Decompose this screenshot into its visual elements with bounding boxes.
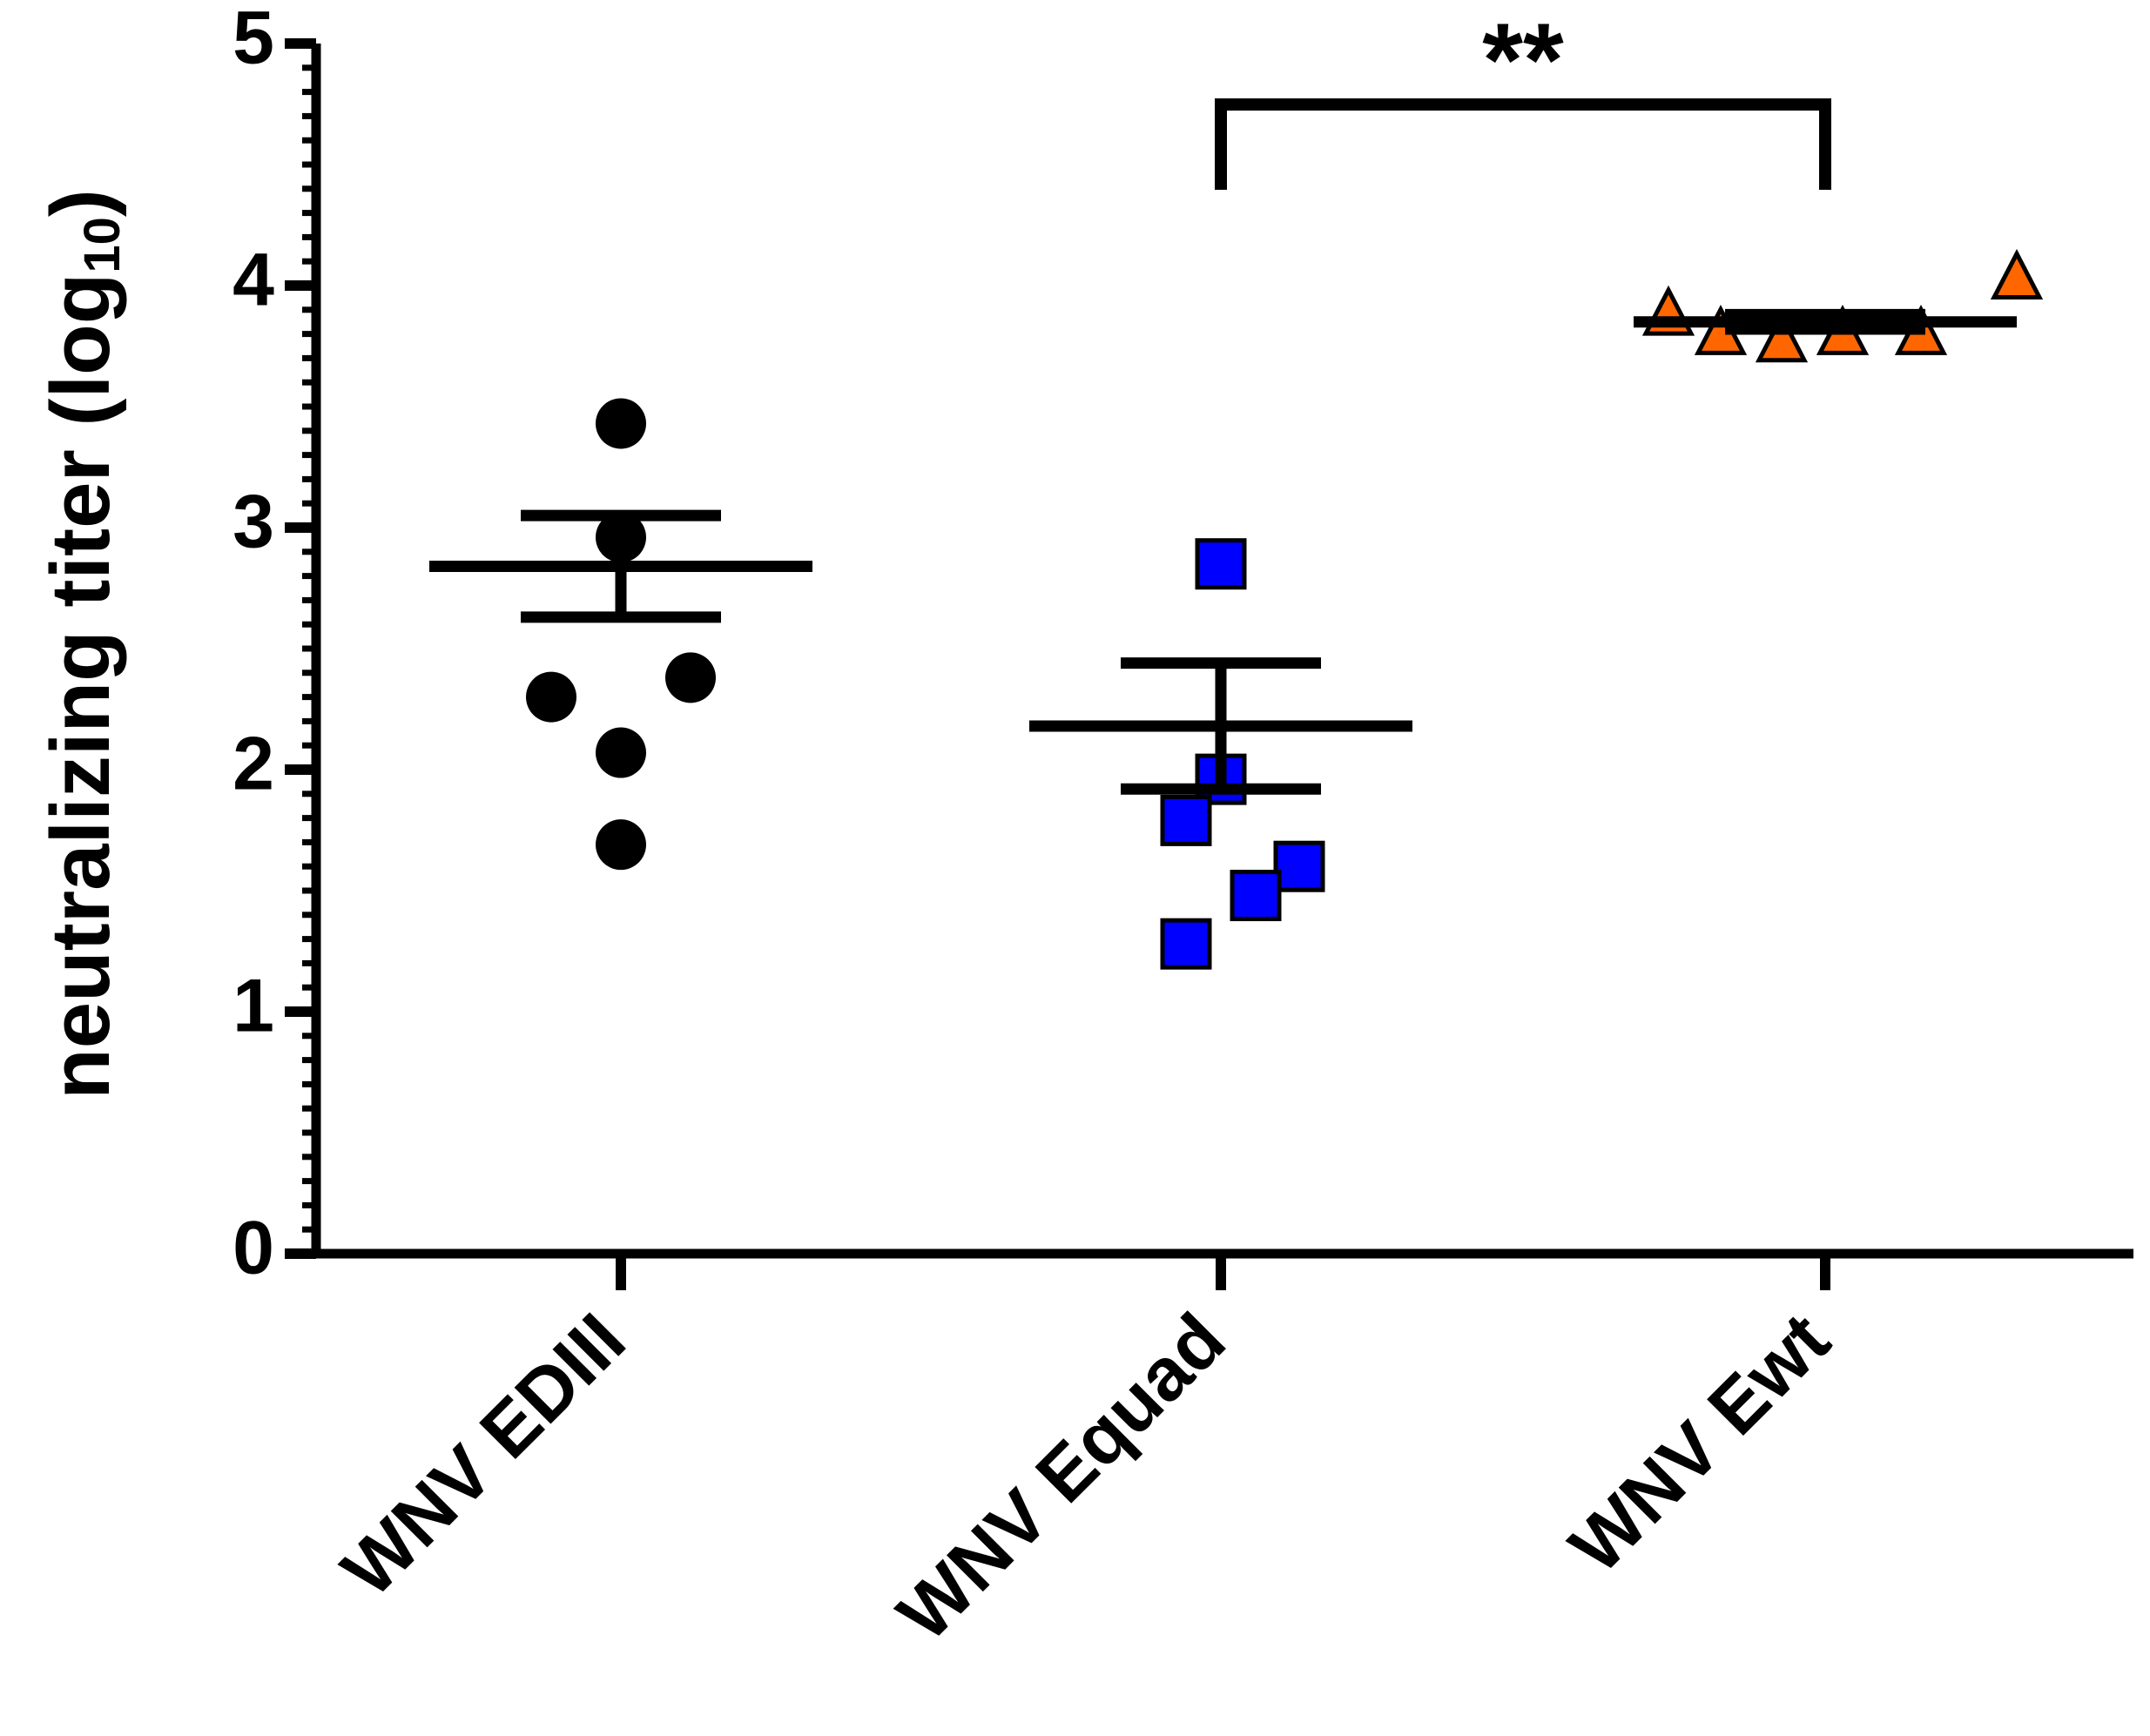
data-point-square	[1273, 840, 1325, 892]
data-point-square	[1160, 918, 1212, 970]
data-point-square	[1195, 538, 1247, 590]
y-axis-label: neutralizing titer (log10)	[34, 189, 131, 1100]
x-tick-label: WNV Equad	[882, 1298, 1241, 1657]
x-tick-label: WNV Ewt	[1554, 1298, 1846, 1590]
y-tick-label: 3	[233, 481, 274, 564]
significance-bracket-line	[1215, 98, 1831, 190]
axes	[311, 44, 2133, 1259]
data-points	[526, 249, 2044, 970]
y-tick-label: 5	[233, 0, 274, 80]
x-axis-ticks: WNV EDIII WNV Equad WNV Ewt	[327, 1254, 1846, 1657]
data-point-circle	[596, 398, 646, 449]
data-point-triangle	[1755, 312, 1809, 363]
data-point-square	[1230, 870, 1282, 922]
data-point-circle	[596, 819, 646, 871]
mean-sem-bars	[429, 308, 2017, 795]
x-tick-label: WNV EDIII	[327, 1298, 642, 1613]
data-point-circle	[596, 727, 646, 778]
data-point-triangle	[1990, 249, 2044, 299]
data-point-circle	[665, 652, 716, 703]
y-tick-label: 2	[233, 723, 274, 806]
significance-bracket: **	[1215, 2, 1831, 190]
data-point-circle	[526, 671, 576, 723]
y-axis-ticks: 0 1 2 3 4 5	[233, 0, 316, 1290]
data-point-square	[1160, 794, 1212, 846]
significance-label: **	[1482, 2, 1564, 118]
y-tick-label: 0	[233, 1207, 274, 1290]
y-tick-label: 1	[233, 965, 274, 1048]
y-tick-label: 4	[233, 239, 274, 322]
